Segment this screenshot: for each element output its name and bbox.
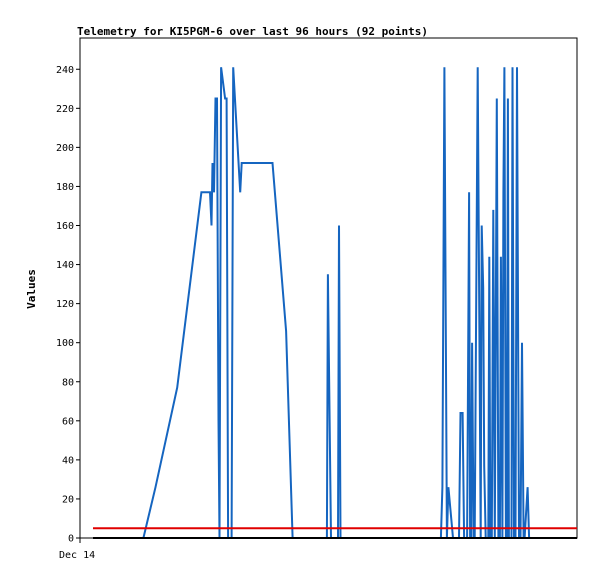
y-axis-label: Values xyxy=(25,269,38,309)
y-tick-label: 80 xyxy=(62,377,74,388)
y-tick-label: 100 xyxy=(56,338,74,349)
y-tick-label: 180 xyxy=(56,182,74,193)
y-tick-label: 60 xyxy=(62,416,74,427)
y-tick-label: 20 xyxy=(62,494,74,505)
x-axis: Dec 14 xyxy=(59,538,95,561)
y-tick-label: 120 xyxy=(56,299,74,310)
y-tick-label: 240 xyxy=(56,65,74,76)
y-axis: 0 20 40 60 80 100 120 140 160 180 200 220 240 xyxy=(56,65,80,545)
y-tick-label: 0 xyxy=(68,534,74,545)
y-tick-label: 200 xyxy=(56,143,74,154)
series-layer xyxy=(93,67,577,539)
chart-title: Telemetry for KI5PGM-6 over last 96 hour… xyxy=(77,25,428,38)
y-tick-label: 140 xyxy=(56,260,74,271)
y-tick-label: 160 xyxy=(56,221,74,232)
x-tick-label: Dec 14 xyxy=(59,550,95,561)
y-tick-label: 220 xyxy=(56,104,74,115)
y-tick-label: 40 xyxy=(62,455,74,466)
